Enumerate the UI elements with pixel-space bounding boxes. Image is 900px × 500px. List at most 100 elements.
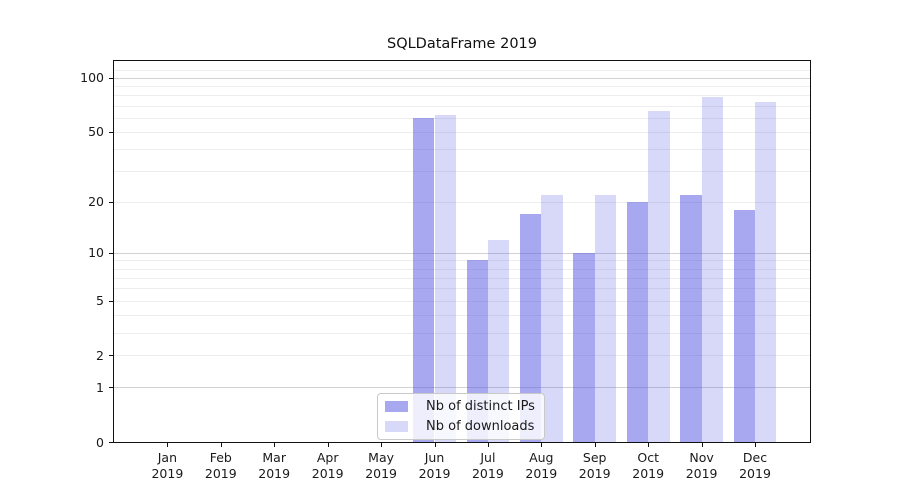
x-tick-month-mar: Mar	[262, 450, 286, 465]
x-tick-month-jan: Jan	[157, 450, 178, 465]
x-tick-month-nov: Nov	[689, 450, 714, 465]
gridline-minor-3	[114, 332, 810, 334]
y-tick-50	[109, 131, 113, 133]
x-tick-label-feb: Feb 2019	[181, 450, 261, 482]
y-tick-5	[109, 300, 113, 302]
y-tick-2	[109, 355, 113, 357]
bar-downloads-jul	[487, 239, 510, 442]
x-tick-year-sep: 2019	[578, 466, 611, 481]
x-tick-dec	[755, 443, 756, 447]
gridline-major-1	[114, 387, 810, 389]
x-tick-aug	[541, 443, 543, 447]
x-tick-jan	[167, 443, 169, 447]
y-tick-20	[109, 201, 113, 203]
bar-downloads-aug	[541, 194, 563, 442]
plot-area	[113, 60, 811, 443]
y-tick-label-10: 10	[88, 245, 104, 261]
bar-ips-sep	[573, 252, 595, 442]
x-tick-month-may: May	[368, 450, 395, 465]
x-tick-year-may: 2019	[365, 466, 397, 481]
x-tick-feb	[220, 443, 222, 447]
gridline-minor-20	[114, 201, 810, 203]
bar-downloads-oct	[648, 111, 670, 442]
x-tick-label-oct: Oct 2019	[608, 450, 688, 482]
y-tick-label-0: 0	[96, 434, 104, 450]
x-tick-sep	[594, 443, 596, 447]
x-tick-year-nov: 2019	[685, 466, 718, 481]
legend: Nb of distinct IPs Nb of downloads	[377, 393, 545, 440]
gridline-minor-9	[114, 260, 810, 262]
gridline-minor-6	[114, 288, 810, 290]
x-tick-label-apr: Apr 2019	[288, 450, 368, 482]
y-tick-label-50: 50	[88, 124, 104, 140]
bar-downloads-dec	[755, 102, 777, 442]
chart-title: SQLDataFrame 2019	[386, 36, 537, 52]
x-tick-label-sep: Sep 2019	[555, 450, 635, 482]
gridline-minor-90	[114, 86, 810, 88]
x-tick-nov	[701, 443, 703, 447]
bar-ips-nov	[680, 194, 702, 442]
x-tick-year-jan: 2019	[151, 466, 184, 481]
x-tick-label-dec: Dec 2019	[715, 450, 795, 482]
gridline-minor-70	[114, 105, 810, 107]
bar-ips-oct	[626, 201, 649, 442]
bar-downloads-jun	[434, 115, 456, 442]
x-tick-year-dec: 2019	[739, 466, 771, 481]
x-tick-year-feb: 2019	[204, 466, 237, 481]
gridline-minor-40	[114, 149, 810, 150]
legend-entry-downloads: Nb of downloads	[384, 419, 538, 434]
bar-downloads-sep	[594, 194, 617, 442]
x-tick-month-sep: Sep	[582, 450, 607, 465]
y-tick-10	[109, 252, 113, 254]
bar-ips-jun	[413, 117, 435, 442]
x-tick-month-jul: Jul	[480, 450, 496, 465]
gridline-major-10	[114, 252, 810, 254]
gridline-minor-5	[114, 300, 810, 302]
x-tick-mar	[274, 443, 276, 447]
y-tick-label-100: 100	[80, 70, 104, 86]
x-tick-label-aug: Aug 2019	[501, 450, 581, 482]
bar-ips-dec	[733, 209, 755, 442]
x-tick-year-oct: 2019	[632, 466, 665, 481]
x-tick-year-mar: 2019	[258, 466, 291, 481]
x-tick-jun	[434, 443, 436, 447]
x-tick-apr	[327, 443, 329, 447]
gridline-minor-80	[114, 95, 810, 97]
x-tick-label-nov: Nov 2019	[662, 450, 742, 482]
x-tick-label-jul: Jul 2019	[448, 450, 528, 482]
gridline-minor-50	[114, 131, 810, 133]
bar-ips-aug	[520, 213, 542, 442]
x-tick-may	[381, 443, 383, 447]
x-tick-year-jun: 2019	[418, 466, 451, 481]
legend-label-downloads: Nb of downloads	[426, 419, 535, 434]
x-tick-label-jun: Jun 2019	[395, 450, 475, 482]
y-tick-100	[109, 77, 113, 79]
x-tick-month-dec: Dec	[742, 450, 768, 465]
legend-swatch-downloads	[385, 421, 408, 432]
legend-label-distinct-ips: Nb of distinct IPs	[426, 399, 535, 414]
x-tick-label-jan: Jan 2019	[127, 450, 207, 482]
x-tick-month-apr: Apr	[316, 450, 339, 465]
gridline-major-100	[114, 77, 810, 79]
gridline-minor-30	[114, 171, 810, 172]
x-tick-month-feb: Feb	[209, 450, 232, 465]
legend-entry-distinct-ips: Nb of distinct IPs	[384, 399, 538, 414]
x-tick-oct	[648, 443, 650, 447]
gridline-minor-2	[114, 355, 810, 357]
gridline-minor-110	[114, 70, 810, 72]
gridline-minor-4	[114, 315, 810, 316]
y-tick-1	[109, 387, 113, 389]
x-tick-year-jul: 2019	[471, 466, 504, 481]
gridline-minor-7	[114, 277, 810, 279]
y-tick-label-1: 1	[96, 379, 104, 395]
x-tick-jul	[487, 443, 489, 447]
legend-swatch-distinct-ips	[385, 401, 408, 412]
x-tick-year-aug: 2019	[525, 466, 558, 481]
x-tick-month-aug: Aug	[529, 450, 554, 465]
y-tick-label-20: 20	[88, 194, 104, 210]
x-tick-label-may: May 2019	[341, 450, 421, 482]
bar-downloads-nov	[701, 97, 723, 442]
x-tick-label-mar: Mar 2019	[234, 450, 314, 482]
gridline-minor-8	[114, 268, 810, 270]
